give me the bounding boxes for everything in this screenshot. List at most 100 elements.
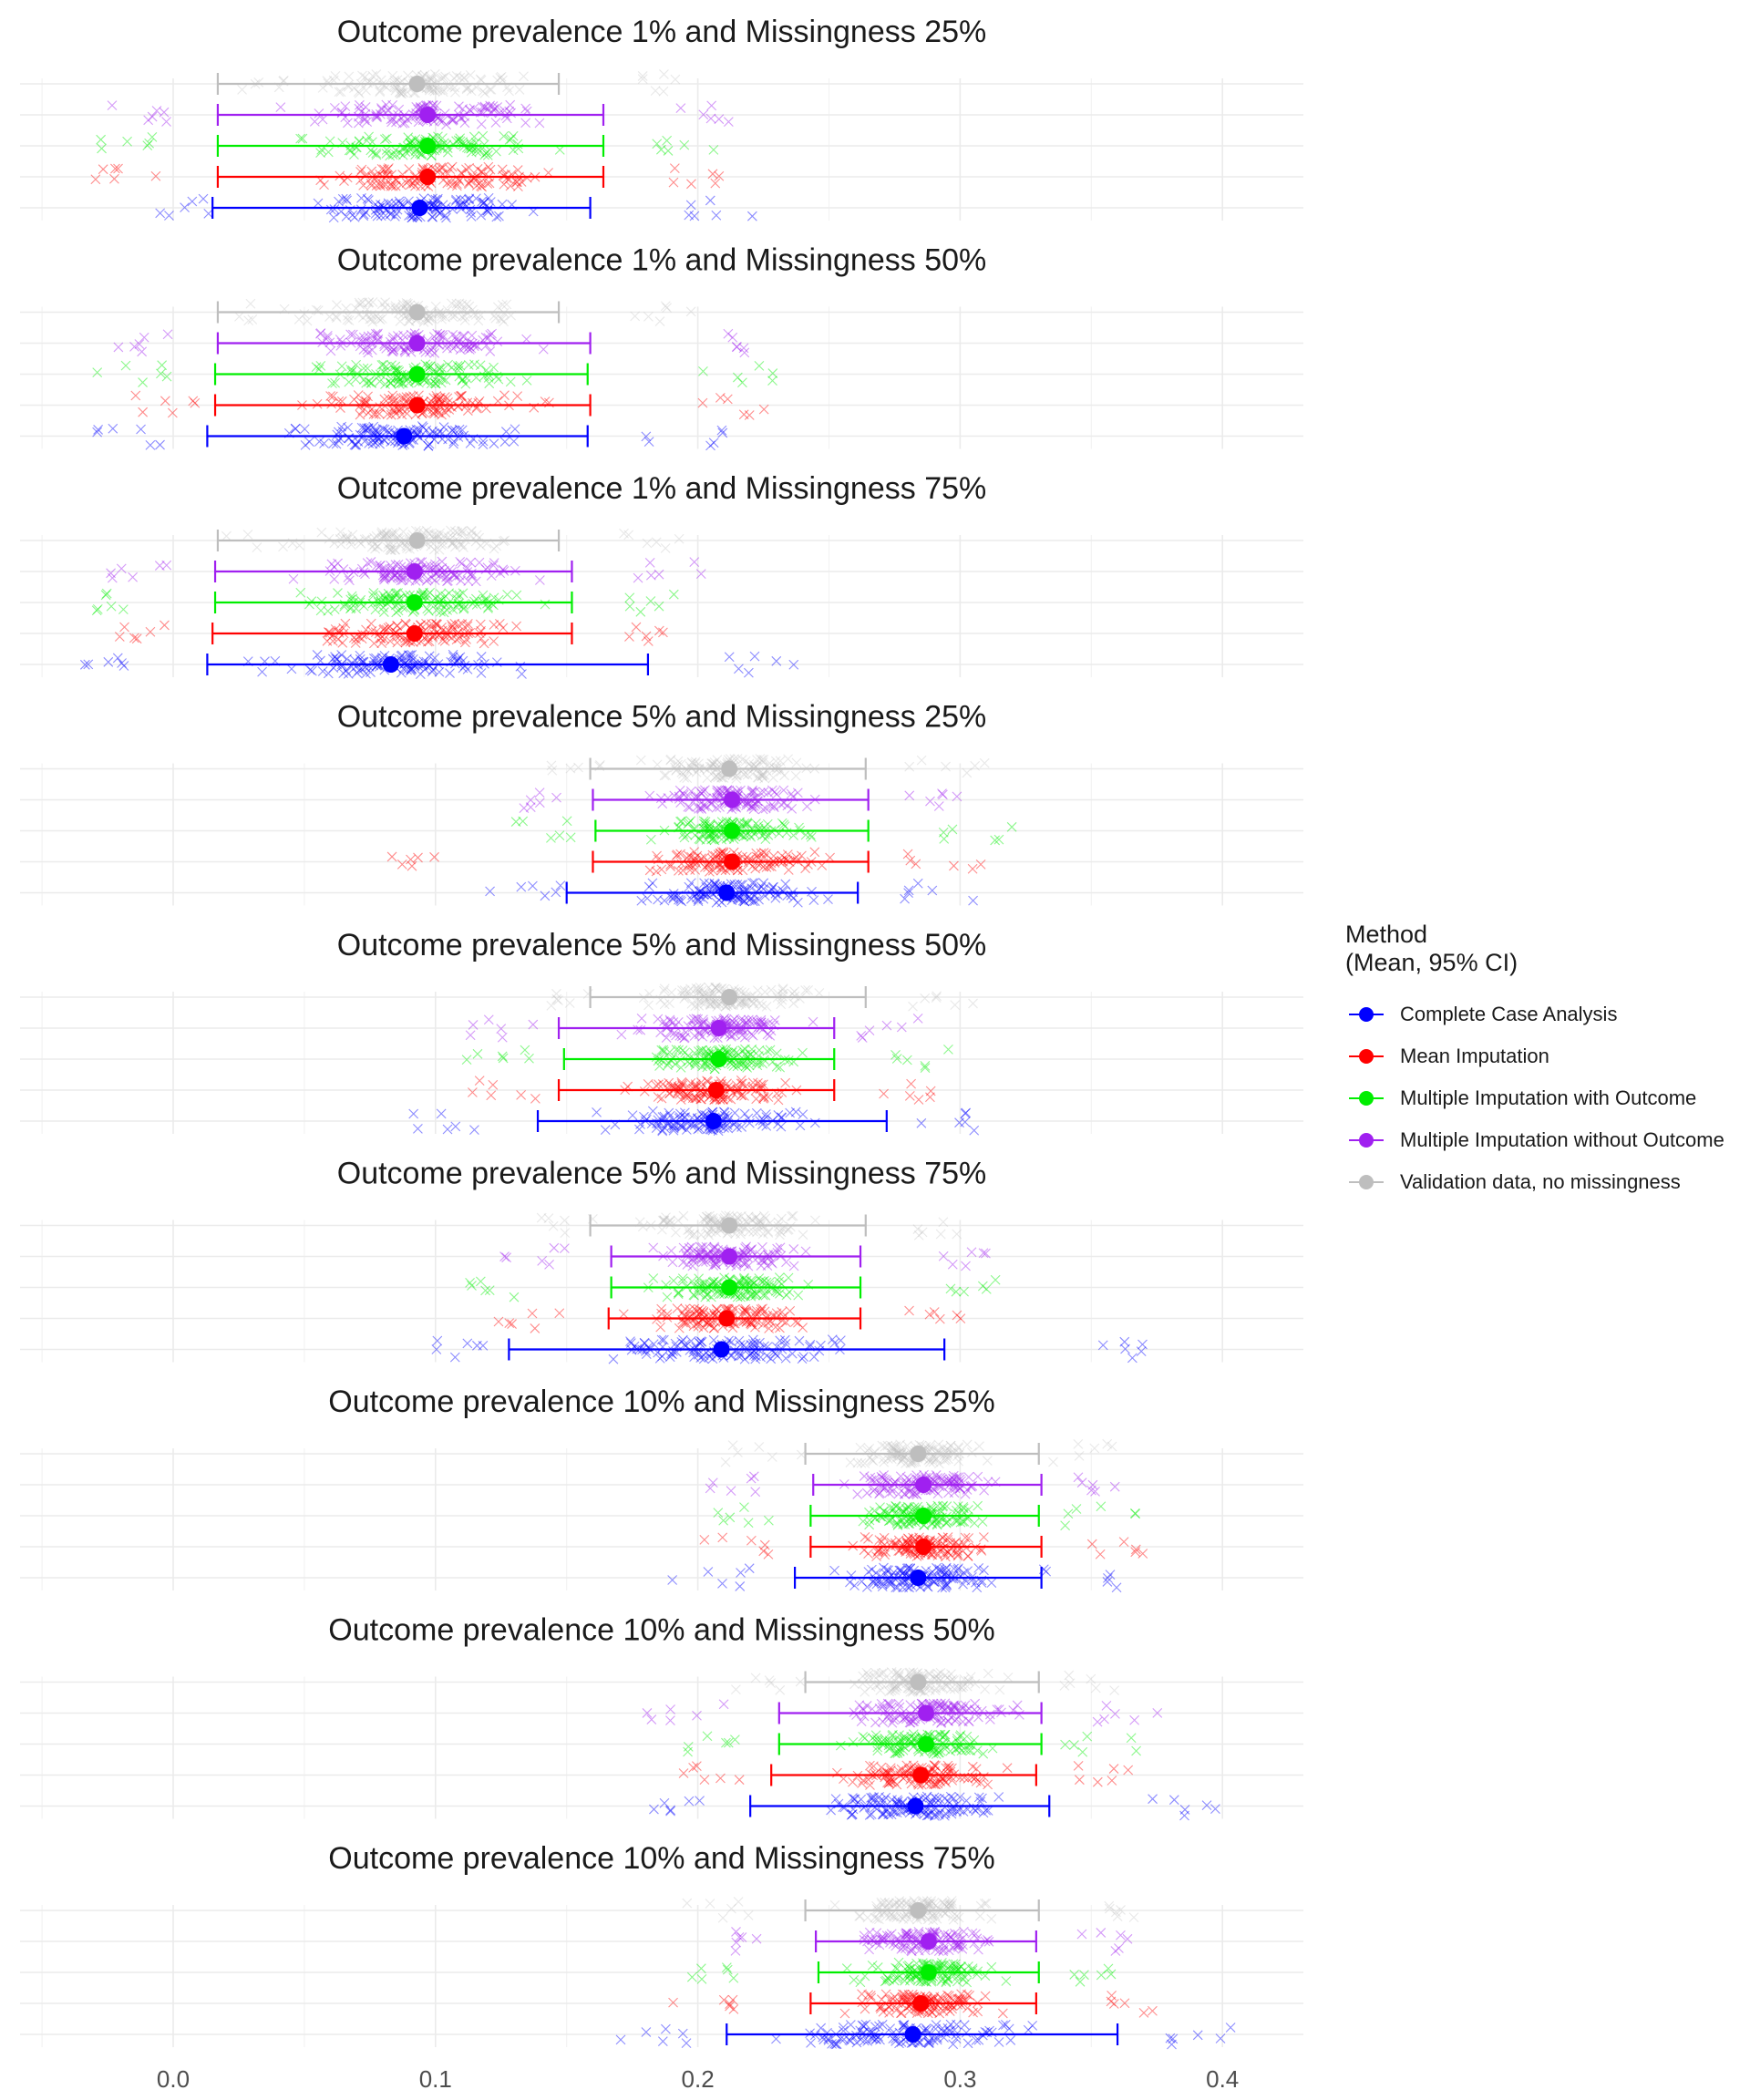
replicate-marker [383,164,393,175]
replicate-marker [385,150,396,161]
replicate-marker [399,142,409,153]
mean-point [406,563,423,580]
replicate-marker [379,303,390,314]
replicate-marker [316,596,327,607]
replicate-marker [329,204,340,214]
replicate-marker [655,144,666,155]
replicate-marker [448,115,458,125]
replicate-marker [424,312,435,323]
replicate-marker [382,105,393,116]
replicate-marker [329,103,340,113]
replicate-marker [365,557,376,567]
replicate-marker [452,361,463,371]
replicate-marker [673,1289,684,1300]
replicate-marker [448,312,458,322]
replicate-marker [652,850,662,861]
replicate-marker [855,1442,866,1453]
replicate-marker [477,101,488,112]
replicate-marker [1097,1340,1108,1351]
replicate-marker [365,145,376,156]
replicate-marker [479,638,489,649]
replicate-marker [390,301,401,312]
replicate-marker [138,377,148,387]
replicate-marker [471,142,482,153]
replicate-marker [485,84,495,95]
replicate-marker [900,893,910,904]
replicate-marker [514,85,525,95]
replicate-marker [400,370,411,381]
replicate-marker [429,68,440,79]
replicate-marker [475,177,486,188]
replicate-marker [730,1684,741,1694]
replicate-marker [482,147,493,158]
replicate-marker [565,832,576,843]
replicate-marker [459,111,470,121]
facet-panel: Outcome prevalence 10% and Missingness 2… [20,1385,1303,1593]
replicate-marker [242,530,253,540]
replicate-marker [401,300,412,311]
replicate-marker [961,1107,972,1118]
replicate-marker [362,558,373,568]
replicate-marker [458,375,468,386]
replicate-marker [331,311,342,322]
replicate-marker [670,1021,681,1032]
replicate-marker [427,211,438,222]
replicate-marker [306,596,317,607]
replicate-marker [520,1045,530,1055]
replicate-marker [382,133,392,144]
replicate-marker [489,438,499,449]
replicate-marker [487,328,497,339]
replicate-marker [656,1303,667,1314]
replicate-marker [447,362,458,373]
mean-point [406,625,423,642]
replicate-marker [397,378,408,388]
replicate-marker [466,557,476,568]
panel-gridlines [20,1220,1303,1363]
replicate-marker [361,85,371,96]
replicate-marker [633,572,643,583]
replicate-marker [436,1108,447,1119]
replicate-marker [466,211,477,221]
replicate-marker [381,361,391,372]
replicate-marker [631,622,642,633]
replicate-marker [442,1124,453,1135]
replicate-marker [795,1120,806,1131]
replicate-marker [316,527,327,538]
replicate-marker [388,332,398,343]
replicate-marker [949,860,959,871]
facet-panel: Outcome prevalence 5% and Missingness 50… [20,928,1303,1137]
replicate-marker [455,360,466,371]
replicate-marker [808,1016,818,1027]
replicate-marker [483,333,494,344]
replicate-marker [968,998,978,1009]
replicate-marker [768,802,779,813]
replicate-marker [785,1305,796,1316]
replicate-marker [453,599,464,610]
replicate-marker [549,1242,560,1253]
replicate-marker [356,336,367,347]
replicate-marker [461,142,472,153]
replicate-marker [982,1456,993,1466]
replicate-marker [737,377,747,388]
replicate-marker [717,1578,727,1589]
replicate-marker [488,101,499,111]
replicate-marker [990,1274,1001,1285]
replicate-marker [943,1045,953,1055]
replicate-marker [134,339,145,349]
replicate-marker [698,109,709,120]
replicate-marker [489,105,499,115]
replicate-marker [257,666,267,677]
replicate-marker [426,345,437,355]
replicate-marker [472,1048,483,1059]
replicate-marker [793,897,803,908]
replicate-marker [483,207,493,218]
replicate-marker [429,544,439,555]
replicate-marker [648,1273,659,1283]
replicate-marker [430,203,441,214]
replicate-marker [359,375,369,385]
replicate-marker [960,1117,971,1127]
replicate-marker [350,374,361,385]
replicate-marker [432,328,443,339]
replicate-marker [849,1679,860,1690]
replicate-marker [438,72,448,83]
